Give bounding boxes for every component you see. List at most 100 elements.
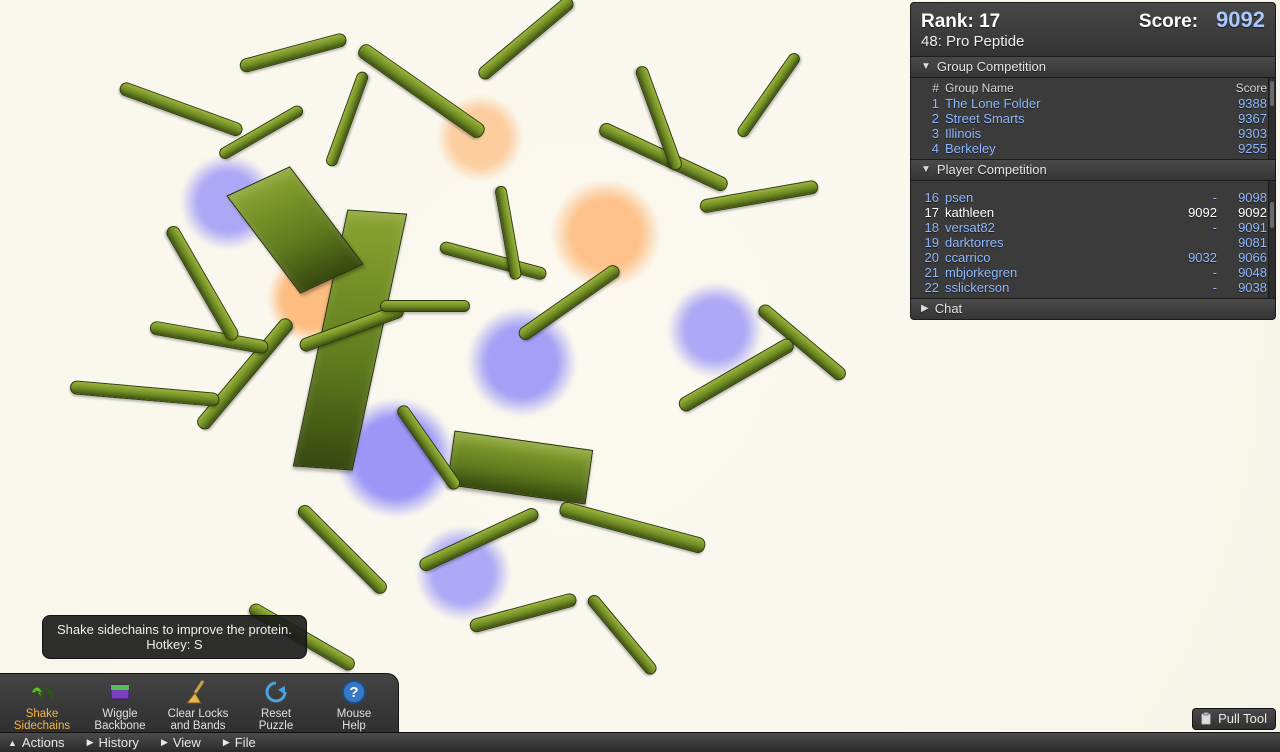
- group-name: The Lone Folder: [945, 96, 1217, 111]
- player-name: mbjorkegren: [945, 265, 1167, 280]
- player-score-a: [1167, 235, 1217, 250]
- scrollbar[interactable]: [1268, 78, 1275, 159]
- scrollbar-thumb[interactable]: [1270, 81, 1274, 105]
- group-score: 9255: [1217, 141, 1267, 156]
- player-score-b: 9066: [1217, 250, 1267, 265]
- player-score-b: 9081: [1217, 235, 1267, 250]
- tool-label-line2: Puzzle: [259, 720, 294, 732]
- chevron-right-icon: ▶: [921, 303, 929, 314]
- tool-label-line1: Clear Locks: [168, 708, 229, 720]
- chevron-down-icon: ▼: [921, 164, 931, 175]
- tooltip-line2: Hotkey: S: [57, 637, 292, 652]
- player-score-a: -: [1167, 280, 1217, 295]
- group-score: 9303: [1217, 126, 1267, 141]
- player-score-b: 9098: [1217, 190, 1267, 205]
- menu-glyph-icon: ▶: [87, 737, 94, 748]
- clear-locks-button[interactable]: Clear Locksand Bands: [164, 678, 232, 732]
- shake-icon: [27, 678, 57, 706]
- player-row[interactable]: 22 sslickerson-9038: [921, 280, 1271, 295]
- group-competition-title: Group Competition: [937, 59, 1046, 74]
- player-score-a: 9092: [1167, 205, 1217, 220]
- tool-label-line1: Wiggle: [102, 708, 137, 720]
- player-rank: 22: [921, 280, 939, 295]
- player-rank: 16: [921, 190, 939, 205]
- shake-sidechains-button[interactable]: ShakeSidechains: [8, 678, 76, 732]
- group-row[interactable]: 4Berkeley9255: [921, 141, 1271, 156]
- player-score-a: -: [1167, 220, 1217, 235]
- player-rank: 17: [921, 205, 939, 220]
- player-competition-title: Player Competition: [937, 162, 1047, 177]
- player-row[interactable]: 21 mbjorkegren-9048: [921, 265, 1271, 280]
- chat-header[interactable]: ▶ Chat: [910, 299, 1276, 320]
- group-score: 9388: [1217, 96, 1267, 111]
- menu-label: Actions: [22, 735, 65, 750]
- group-score: 9367: [1217, 111, 1267, 126]
- menu-label: View: [173, 735, 201, 750]
- player-name: sslickerson: [945, 280, 1167, 295]
- wiggle-icon: [105, 678, 135, 706]
- rank-label: Rank: 17: [921, 11, 1000, 33]
- player-row[interactable]: 17kathleen90929092: [921, 205, 1271, 220]
- player-name: kathleen: [945, 205, 1167, 220]
- player-score-b: 9048: [1217, 265, 1267, 280]
- pull-tool-label: Pull Tool: [1218, 711, 1267, 726]
- tooltip: Shake sidechains to improve the protein.…: [42, 615, 307, 659]
- group-rank: 4: [921, 141, 939, 156]
- chat-title: Chat: [935, 301, 962, 316]
- player-row[interactable]: 18 versat82-9091: [921, 220, 1271, 235]
- mouse-help-button[interactable]: ? MouseHelp: [320, 678, 388, 732]
- player-rank: 20: [921, 250, 939, 265]
- broom-icon: [183, 678, 213, 706]
- scrollbar-thumb[interactable]: [1270, 202, 1274, 228]
- group-row[interactable]: 2Street Smarts9367: [921, 111, 1271, 126]
- tool-label-line1: Shake: [26, 708, 59, 720]
- menu-glyph-icon: ▶: [223, 737, 230, 748]
- tool-label-line1: Reset: [261, 708, 291, 720]
- menu-label: File: [235, 735, 256, 750]
- protein-stick: [380, 300, 470, 312]
- group-rank: 2: [921, 111, 939, 126]
- player-rank: 21: [921, 265, 939, 280]
- score-value: 9092: [1216, 7, 1265, 33]
- player-name: versat82: [945, 220, 1167, 235]
- menu-actions[interactable]: ▲Actions: [8, 735, 65, 750]
- player-row[interactable]: 16 psen-9098: [921, 190, 1271, 205]
- hud-header: Rank: 17 Score: 9092 48: Pro Peptide: [910, 2, 1276, 57]
- player-name: ccarrico: [945, 250, 1167, 265]
- menu-bar: ▲Actions▶History▶View▶File: [0, 732, 1280, 752]
- group-row[interactable]: 1The Lone Folder9388: [921, 96, 1271, 111]
- player-score-a: -: [1167, 190, 1217, 205]
- score-label: Score:: [1139, 11, 1198, 33]
- help-icon: ?: [339, 678, 369, 706]
- svg-text:?: ?: [349, 684, 358, 701]
- menu-file[interactable]: ▶ File: [223, 735, 256, 750]
- reset-puzzle-button[interactable]: ResetPuzzle: [242, 678, 310, 732]
- player-competition-list: … 16psen-909817kathleen9092909218versat8…: [910, 181, 1276, 299]
- group-row[interactable]: 3 Illinois9303: [921, 126, 1271, 141]
- group-rank: 3: [921, 126, 939, 141]
- tool-label-line2: Help: [342, 720, 366, 732]
- player-score-b: 9038: [1217, 280, 1267, 295]
- player-row[interactable]: 20 ccarrico90329066: [921, 250, 1271, 265]
- group-competition-list: # Group Name Score 1The Lone Folder93882…: [910, 78, 1276, 160]
- tool-label-line1: Mouse: [337, 708, 372, 720]
- player-score-b: 9092: [1217, 205, 1267, 220]
- group-competition-header[interactable]: ▼ Group Competition: [910, 57, 1276, 78]
- reset-icon: [261, 678, 291, 706]
- player-score-a: -: [1167, 265, 1217, 280]
- player-row[interactable]: 19darktorres9081: [921, 235, 1271, 250]
- menu-view[interactable]: ▶ View: [161, 735, 201, 750]
- player-score-a: 9032: [1167, 250, 1217, 265]
- player-name: psen: [945, 190, 1167, 205]
- wiggle-backbone-button[interactable]: WiggleBackbone: [86, 678, 154, 732]
- pull-tool-button[interactable]: Pull Tool: [1192, 708, 1276, 730]
- clipboard-icon: [1199, 712, 1213, 726]
- group-name: Illinois: [945, 126, 1217, 141]
- scrollbar[interactable]: [1268, 181, 1275, 298]
- player-rank: 18: [921, 220, 939, 235]
- player-competition-header[interactable]: ▼ Player Competition: [910, 160, 1276, 181]
- player-score-b: 9091: [1217, 220, 1267, 235]
- chevron-down-icon: ▼: [921, 61, 931, 72]
- menu-glyph-icon: ▶: [161, 737, 168, 748]
- menu-history[interactable]: ▶History: [87, 735, 139, 750]
